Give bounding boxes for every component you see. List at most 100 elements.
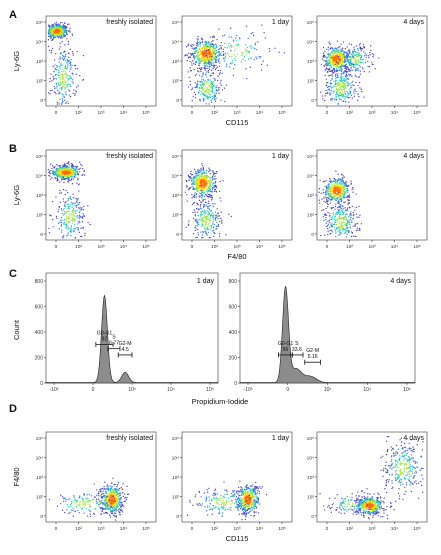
panel-b-plot-3-event-dot xyxy=(323,209,324,210)
panel-a-plot-3-event-dot xyxy=(330,99,331,100)
panel-a-plot-3-event-dot xyxy=(356,69,357,70)
panel-a-plot-2-event-dot xyxy=(195,56,196,57)
panel-a-plot-2-event-dot xyxy=(193,96,194,97)
panel-b-plot-1-event-dot xyxy=(80,164,81,165)
panel-a-plot-1-event-dot xyxy=(57,34,58,35)
panel-b-plot-3-event-dot xyxy=(345,201,346,202)
panel-b-plot-2-event-dot xyxy=(195,179,196,180)
panel-b-plot-3-event-dot xyxy=(339,234,340,235)
panel-a-plot-3-event-dot xyxy=(327,57,328,58)
panel-b-plot-1-event-dot xyxy=(64,176,65,177)
panel-a-plot-1-event-dot xyxy=(60,74,61,75)
panel-a-plot-1-event-dot xyxy=(52,32,53,33)
panel-b-plot-2-event-dot xyxy=(205,186,206,187)
panel-a-plot-2-event-dot xyxy=(214,80,215,81)
panel-b-plot-2-event-dot xyxy=(218,215,219,216)
panel-a-plot-2-event-dot xyxy=(208,72,209,73)
panel-a-plot-1-event-dot xyxy=(64,23,65,24)
panel-a-plot-3-event-dot xyxy=(349,83,350,84)
panel-b-plot-2-event-dot xyxy=(207,207,208,208)
panel-b-plot-2-event-dot xyxy=(216,191,217,192)
panel-a-plot-2-event-dot xyxy=(193,69,194,70)
panel-b-plot-3-event-dot xyxy=(333,194,334,195)
panel-a-plot-2-event-dot xyxy=(212,60,213,61)
panel-b-plot-2-event-dot xyxy=(203,178,204,179)
panel-a-plot-1-event-dot xyxy=(57,89,58,90)
panel-b-plot-1-event-dot xyxy=(63,208,64,209)
panel-b-plot-2-event-dot xyxy=(201,163,202,164)
panel-b-plot-3-event-dot xyxy=(356,207,357,208)
panel-b-plot-2-xtick-label: 10⁴ xyxy=(256,244,263,250)
panel-a-plot-3-event-dot xyxy=(362,59,363,60)
panel-a-plot-2-event-dot xyxy=(284,52,285,53)
panel-b-plot-1-event-dot xyxy=(61,208,62,209)
panel-a-plot-3-event-dot xyxy=(336,96,337,97)
panel-a-plot-2-event-dot xyxy=(256,49,257,50)
panel-b-plot-3-event-dot xyxy=(355,193,356,194)
panel-c-plot-1-xtick-label: 10⁴ xyxy=(167,387,175,393)
panel-a-plot-1-event-dot xyxy=(66,62,67,63)
panel-b-plot-1-event-dot xyxy=(79,222,80,223)
panel-b-plot-3-event-dot xyxy=(331,219,332,220)
panel-a-plot-3-event-dot xyxy=(332,59,333,60)
panel-b-plot-1-event-dot xyxy=(62,172,63,173)
panel-a-plot-3-event-dot xyxy=(343,66,344,67)
panel-a-plot-2-event-dot xyxy=(251,47,252,48)
panel-b-plot-1-event-dot xyxy=(76,227,77,228)
panel-b-plot-1-event-dot xyxy=(80,236,81,237)
panel-a-plot-3-event-dot xyxy=(351,76,352,77)
panel-a-plot-2-event-dot xyxy=(212,96,213,97)
panel-a-plot-3-event-dot xyxy=(370,45,371,46)
panel-a-plot-3-event-dot xyxy=(349,51,350,52)
panel-b-plot-1-event-dot xyxy=(70,229,71,230)
panel-b-plot-1-event-dot xyxy=(83,171,84,172)
panel-b-plot-3-event-dot xyxy=(334,224,335,225)
panel-b-plot-2-event-dot xyxy=(215,181,216,182)
panel-a-plot-2-event-dot xyxy=(190,84,191,85)
panel-a-plot-2-event-dot xyxy=(205,58,206,59)
panel-b-plot-2-event-dot xyxy=(209,219,210,220)
panel-b-plot-2-event-dot xyxy=(188,180,189,181)
panel-a-plot-2-event-dot xyxy=(211,70,212,71)
panel-a-plot-3-event-dot xyxy=(325,93,326,94)
panel-a-plot-1-event-dot xyxy=(62,102,63,103)
panel-a-plot-3-event-dot xyxy=(339,63,340,64)
panel-a-plot-3-event-dot xyxy=(340,92,341,93)
panel-b-plot-3-event-dot xyxy=(339,199,340,200)
panel-b-plot-2-event-dot xyxy=(220,200,221,201)
panel-b-plot-3-event-dot xyxy=(349,224,350,225)
panel-a-plot-1-event-dot xyxy=(54,59,55,60)
panel-b-plot-2-event-dot xyxy=(196,194,197,195)
panel-b-plot-3-event-dot xyxy=(334,178,335,179)
panel-b-plot-2-event-dot xyxy=(205,177,206,178)
panel-b-plot-1-event-dot xyxy=(60,177,61,178)
panel-a-plot-2-event-dot xyxy=(204,83,205,84)
panel-b-plot-1-event-dot xyxy=(56,218,57,219)
panel-a-plot-2-event-dot xyxy=(216,93,217,94)
panel-a-plot-1-event-dot xyxy=(74,93,75,94)
panel-b-plot-2-event-dot xyxy=(209,208,210,209)
panel-a-plot-1-event-dot xyxy=(69,28,70,29)
panel-b-plot-3-event-dot xyxy=(329,180,330,181)
panel-b-plot-1-event-dot xyxy=(56,216,57,217)
panel-a-plot-2-event-dot xyxy=(208,86,209,87)
panel-b-plot-3-event-dot xyxy=(327,221,328,222)
panel-b-plot-2-event-dot xyxy=(214,176,215,177)
panel-a-plot-3-event-dot xyxy=(354,49,355,50)
panel-a-plot-1-event-dot xyxy=(59,87,60,88)
panel-a-plot-2-event-dot xyxy=(219,66,220,67)
panel-a-plot-2-event-dot xyxy=(199,41,200,42)
panel-a-plot-3-event-dot xyxy=(322,98,323,99)
panel-a-plot-3-event-dot xyxy=(332,92,333,93)
panel-b-plot-3-xtick-label: 10³ xyxy=(369,244,376,250)
panel-a-plot-3-event-dot xyxy=(337,52,338,53)
panel-a-plot-3-event-dot xyxy=(349,57,350,58)
panel-b-plot-3-event-dot xyxy=(337,214,338,215)
panel-b-plot-2-event-dot xyxy=(192,204,193,205)
panel-b-plot-3-event-dot xyxy=(344,197,345,198)
panel-b-plot-3-event-dot xyxy=(323,198,324,199)
panel-b-plot-3-event-dot xyxy=(341,198,342,199)
panel-a-plot-1-event-dot xyxy=(68,57,69,58)
panel-a-plot-2-event-dot xyxy=(230,50,231,51)
panel-a-plot-1-event-dot xyxy=(61,88,62,89)
